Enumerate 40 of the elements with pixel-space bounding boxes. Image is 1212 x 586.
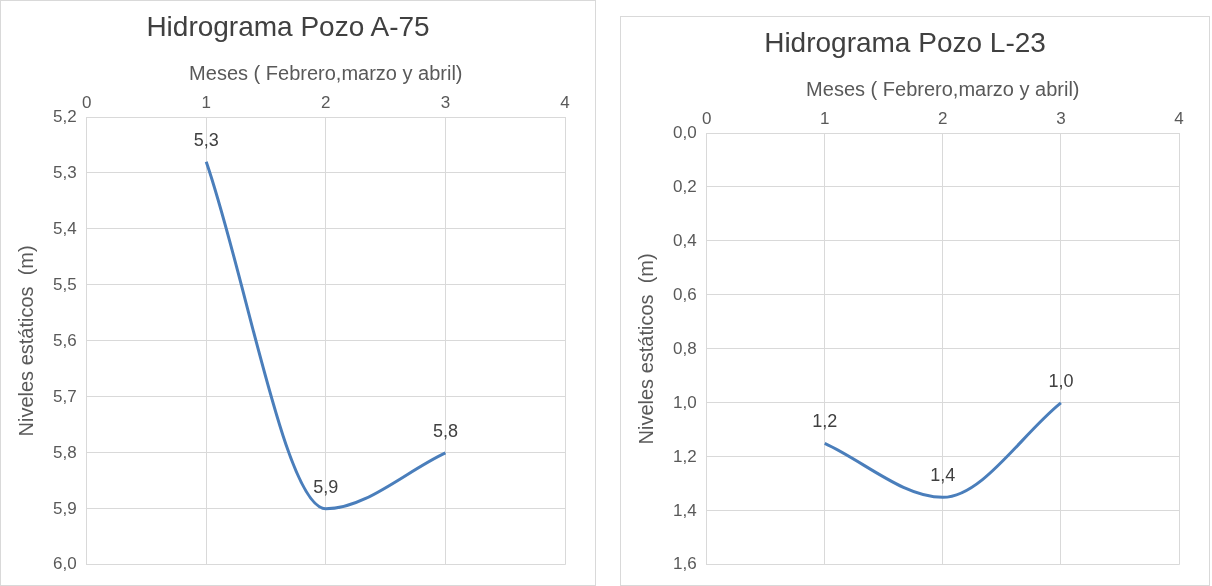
- data-label: 5,3: [193, 129, 219, 150]
- y-tick-label: 5,6: [52, 330, 77, 350]
- x-tick-label: 4: [560, 93, 570, 113]
- y-tick-label: 1,6: [672, 554, 697, 574]
- chart-title: Hidrograma Pozo A-75: [146, 10, 430, 42]
- data-label: 5,9: [313, 476, 339, 497]
- y-tick-label: 0,6: [672, 284, 697, 304]
- y-tick-label: 5,4: [52, 218, 77, 238]
- data-label: 5,8: [432, 420, 458, 441]
- y-tick-label: 1,2: [672, 446, 697, 466]
- x-tick-label: 2: [321, 93, 331, 113]
- y-tick-label: 5,5: [52, 274, 77, 294]
- chart-title: Hidrograma Pozo L-23: [764, 26, 1046, 58]
- y-axis-title: Niveles estáticos (m): [634, 253, 657, 445]
- y-tick-label: 0,0: [672, 122, 697, 142]
- y-tick-label: 0,8: [672, 338, 697, 358]
- x-tick-label: 4: [1174, 109, 1184, 129]
- y-tick-label: 5,2: [52, 106, 77, 126]
- y-tick-label: 6,0: [52, 554, 77, 574]
- x-tick-label: 2: [938, 109, 948, 129]
- y-tick-label: 5,9: [52, 498, 77, 518]
- y-tick-label: 5,3: [52, 162, 77, 182]
- data-label: 1,0: [1048, 370, 1074, 391]
- x-tick-label: 1: [201, 93, 211, 113]
- y-tick-label: 1,4: [672, 500, 697, 520]
- x-tick-label: 0: [701, 109, 712, 129]
- x-tick-label: 0: [81, 93, 92, 113]
- data-label: 1,4: [930, 465, 956, 486]
- x-axis-title: Meses ( Febrero,marzo y abril): [189, 62, 463, 85]
- x-tick-label: 3: [1056, 109, 1066, 129]
- y-tick-label: 0,4: [672, 230, 697, 250]
- y-tick-label: 5,8: [52, 442, 77, 462]
- y-tick-label: 1,0: [672, 392, 697, 412]
- y-tick-label: 5,7: [52, 386, 77, 406]
- y-axis-title: Niveles estáticos (m): [14, 245, 37, 437]
- x-tick-label: 1: [819, 109, 830, 129]
- y-tick-label: 0,2: [672, 176, 697, 196]
- x-axis-title: Meses ( Febrero,marzo y abril): [806, 78, 1080, 101]
- x-tick-label: 3: [440, 93, 451, 113]
- data-label: 1,2: [812, 411, 838, 432]
